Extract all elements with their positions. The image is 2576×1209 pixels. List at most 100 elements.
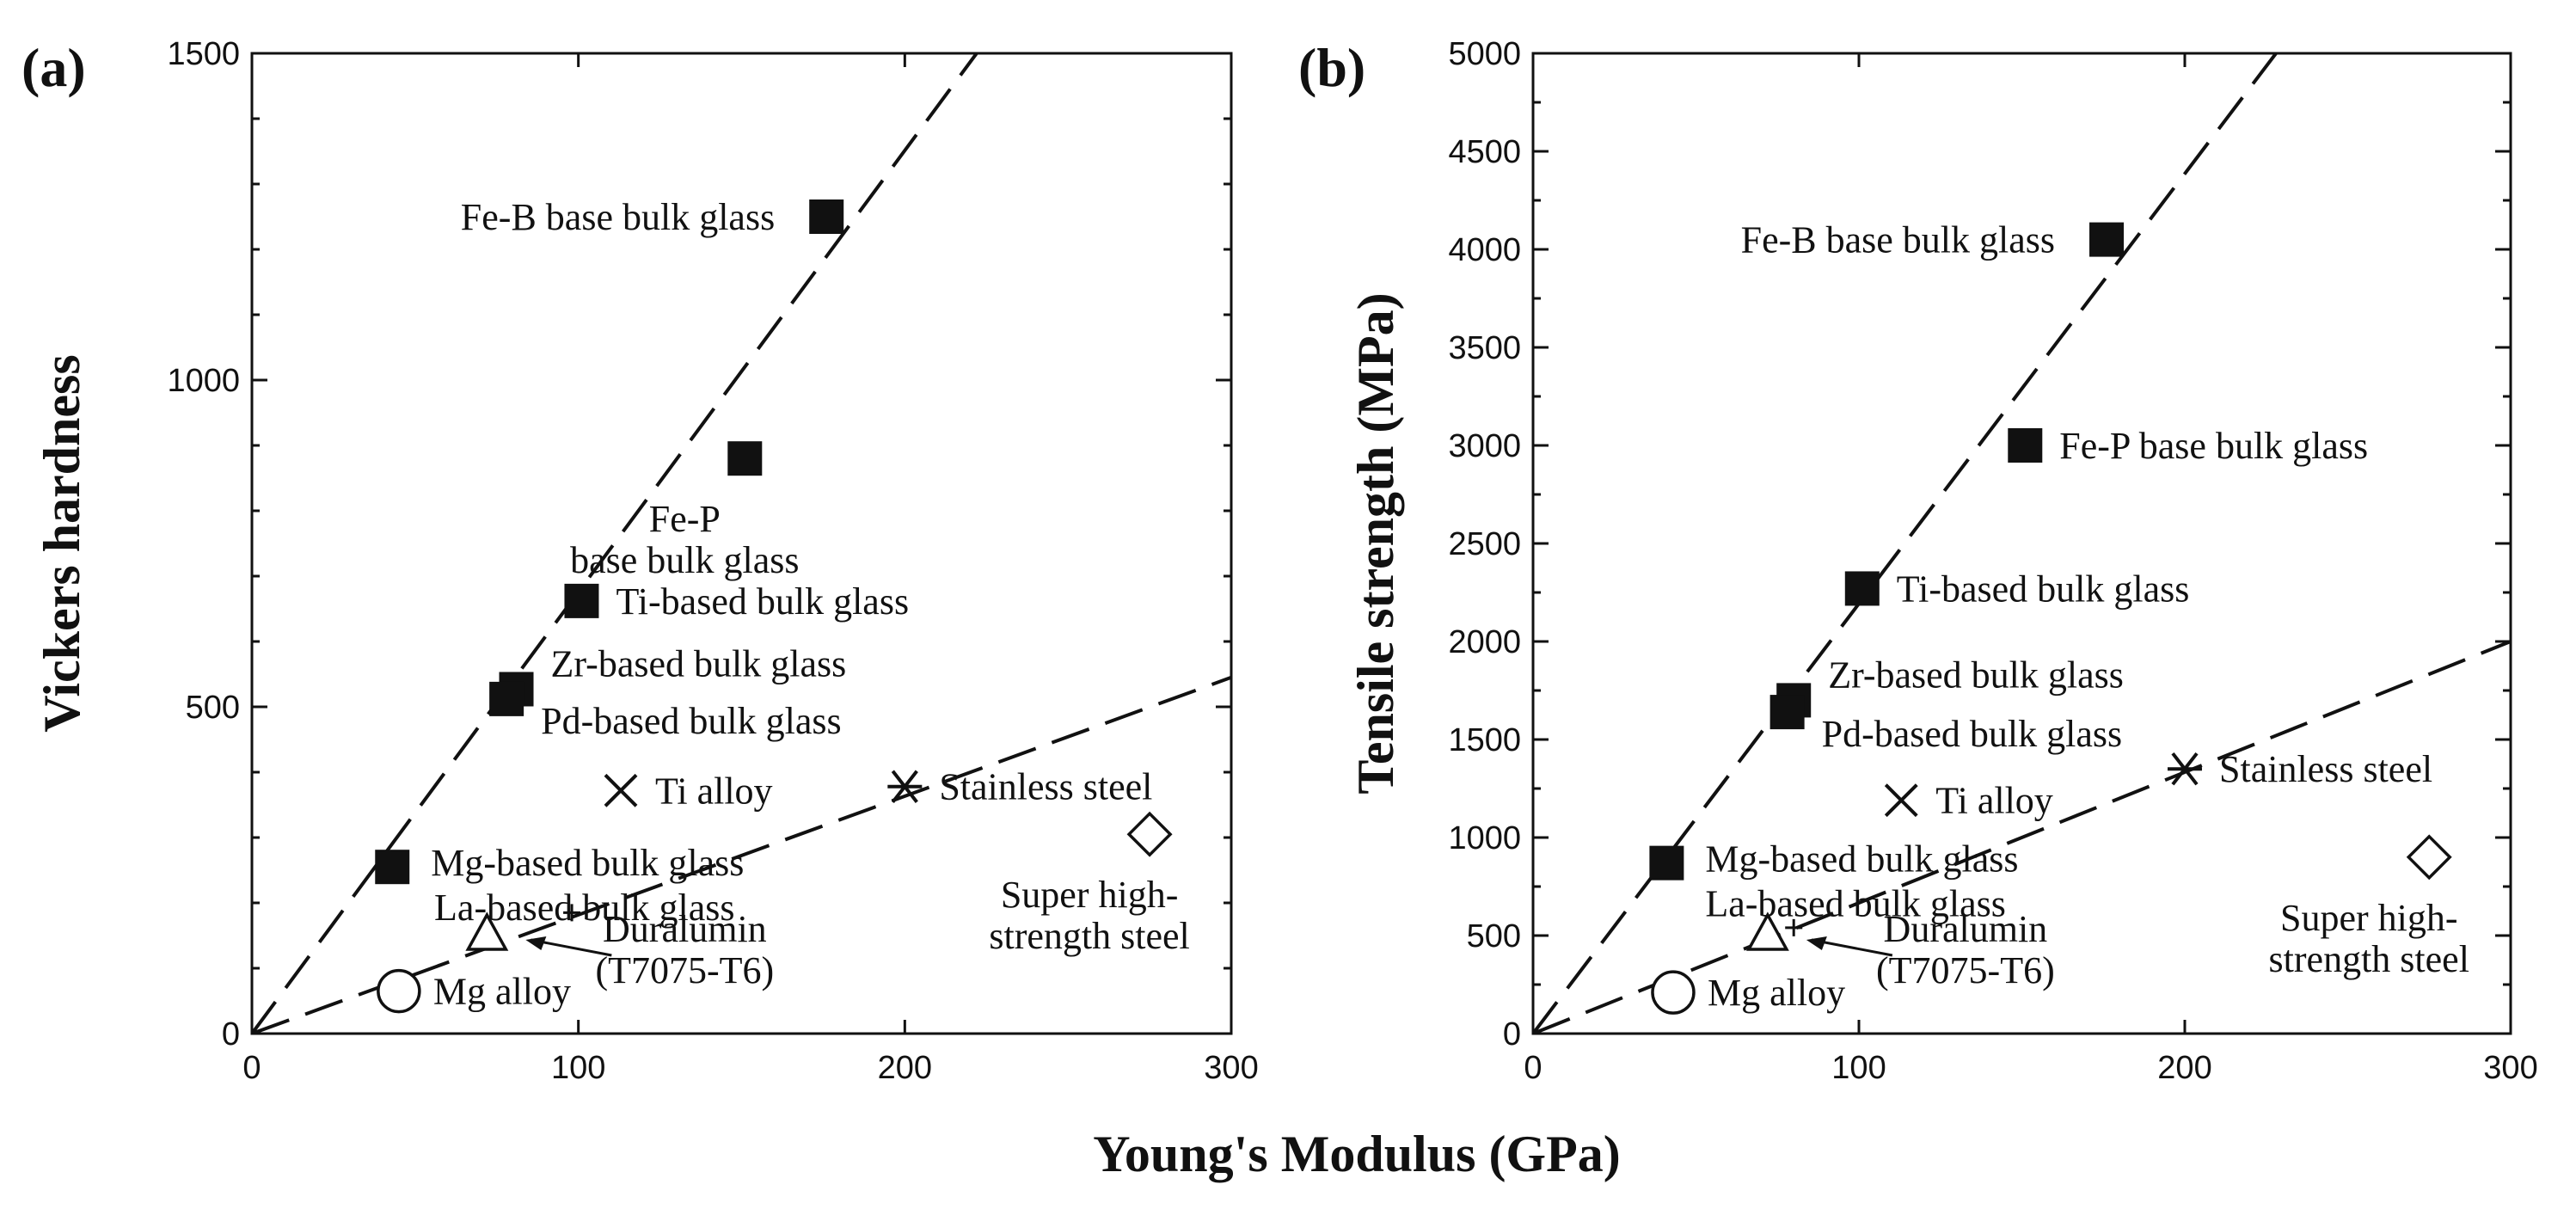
- x-tick-label: 300: [1204, 1050, 1258, 1086]
- data-point-zr-based-bulk-glass: Zr-based bulk glass: [499, 642, 847, 707]
- point-label: Zr-based bulk glass: [551, 642, 847, 684]
- point-label: Stainless steel: [2219, 748, 2432, 790]
- y-tick-label: 1500: [1448, 722, 1521, 758]
- y-tick-label: 1500: [167, 36, 240, 72]
- data-point-la-based-bulk-glass: La-based bulk glass: [1705, 883, 2006, 936]
- x-tick-label: 200: [878, 1050, 932, 1086]
- point-label-line2: strength steel: [2269, 938, 2469, 980]
- data-point-ti-alloy: Ti alloy: [604, 770, 773, 812]
- point-label: Super high-: [2280, 897, 2458, 939]
- trend-line-bulk-glass-trend: [252, 53, 978, 1034]
- point-label: Duralumin: [603, 908, 767, 950]
- marker-filled-square: [727, 441, 763, 476]
- data-point-super-high-strength-steel: Super high-strength steel: [989, 811, 1190, 957]
- x-tick-label: 200: [2157, 1050, 2211, 1086]
- marker-filled-square: [1844, 571, 1880, 606]
- marker-triangle: [465, 911, 509, 951]
- point-label: Ti-based bulk glass: [1897, 568, 2190, 610]
- data-point-ti-alloy: Ti alloy: [1884, 780, 2053, 822]
- chart-panel-b: (b)Tensile strength (MPa)0 100 200 30005001…: [1298, 36, 2538, 1086]
- point-label: Fe-B base bulk glass: [1741, 219, 2055, 261]
- data-point-stainless-steel: Stainless steel: [887, 766, 1152, 808]
- data-point-super-high-strength-steel: Super high-strength steel: [2269, 834, 2469, 980]
- point-label: Mg-based bulk glass: [431, 842, 744, 884]
- data-point-duralumin-t7075-t6: Duralumin(T7075-T6): [1745, 908, 2055, 991]
- data-point-duralumin-t7075-t6: Duralumin(T7075-T6): [465, 908, 775, 991]
- point-label-line2: (T7075-T6): [1876, 949, 2055, 991]
- x-tick-label: 0: [242, 1050, 261, 1086]
- y-tick-label: 2500: [1448, 526, 1521, 562]
- point-label: Super high-: [1001, 874, 1179, 916]
- panel-tag: (b): [1298, 37, 1365, 98]
- y-tick-label: 4000: [1448, 232, 1521, 268]
- plot-frame: [250, 52, 1233, 1035]
- data-point-fe-b-base-bulk-glass: Fe-B base bulk glass: [461, 196, 844, 238]
- point-label: Ti alloy: [1935, 780, 2053, 822]
- y-tick-label: 0: [222, 1016, 240, 1053]
- point-label: Pd-based bulk glass: [1822, 713, 2123, 755]
- marker-circle: [1651, 970, 1696, 1015]
- point-label: Fe-P base bulk glass: [2059, 425, 2368, 467]
- data-point-mg-alloy: Mg alloy: [377, 968, 571, 1014]
- data-point-pd-based-bulk-glass: Pd-based bulk glass: [489, 681, 842, 742]
- marker-filled-square: [564, 583, 599, 618]
- trend-line-crystalline-alloy-trend: [252, 675, 1231, 1034]
- marker-x: [604, 773, 638, 807]
- y-tick-label: 3000: [1448, 428, 1521, 464]
- point-label: Stainless steel: [939, 766, 1152, 808]
- marker-x: [1884, 783, 1918, 818]
- x-tick-label: 0: [1524, 1050, 1542, 1086]
- y-axis-title: Vickers hardness: [34, 354, 90, 732]
- data-point-mg-alloy: Mg alloy: [1651, 970, 1845, 1015]
- marker-circle: [377, 968, 421, 1014]
- y-tick-label: 0: [1503, 1016, 1521, 1053]
- data-point-pd-based-bulk-glass: Pd-based bulk glass: [1769, 695, 2123, 755]
- y-tick-label: 4500: [1448, 134, 1521, 170]
- point-label: Mg-based bulk glass: [1705, 838, 2018, 881]
- marker-filled-square: [1769, 695, 1805, 730]
- duralumin-arrow-head: [525, 936, 547, 950]
- duralumin-arrow-head: [1806, 936, 1827, 950]
- data-point-mg-based-bulk-glass: Mg-based bulk glass: [375, 842, 744, 885]
- data-point-fe-b-base-bulk-glass: Fe-B base bulk glass: [1741, 219, 2125, 261]
- chart-panel-a: (a) Vickers hardness 0 100 200 300 0 500 1000 150…: [21, 36, 1259, 1086]
- point-label-line2: base bulk glass: [570, 539, 799, 581]
- y-tick-label: 500: [186, 690, 240, 726]
- marker-filled-square: [2008, 428, 2043, 463]
- data-point-stainless-steel: Stainless steel: [2168, 748, 2432, 790]
- shared-x-axis-title: Young's Modulus (GPa): [1093, 1126, 1620, 1182]
- y-tick-label: 1000: [167, 363, 240, 399]
- data-point-fe-p-base-bulk-glass: Fe-P base bulk glass: [570, 441, 799, 581]
- y-tick-label: 500: [1467, 918, 1521, 954]
- y-tick-label: 1000: [1448, 820, 1521, 856]
- marker-filled-square: [1649, 845, 1684, 881]
- marker-diamond: [1126, 811, 1173, 857]
- point-label: Mg alloy: [1708, 972, 1845, 1014]
- data-point-zr-based-bulk-glass: Zr-based bulk glass: [1776, 654, 2124, 718]
- point-label: Fe-B base bulk glass: [461, 196, 775, 238]
- point-label: Fe-P: [649, 498, 721, 540]
- marker-asterisk: [887, 770, 923, 803]
- point-label: La-based bulk glass: [1705, 883, 2005, 925]
- marker-filled-square: [375, 850, 410, 885]
- marker-triangle: [1745, 911, 1789, 951]
- y-tick-label: 5000: [1448, 36, 1521, 72]
- point-label: Duralumin: [1884, 908, 2048, 950]
- point-label: Ti alloy: [655, 770, 773, 812]
- y-tick-label: 2000: [1448, 624, 1521, 660]
- plot-frame: [1531, 52, 2512, 1035]
- point-label: Ti-based bulk glass: [616, 580, 909, 623]
- panel-tag: (a): [21, 37, 86, 98]
- duralumin-arrow-line: [1811, 938, 1893, 957]
- y-axis-title: Tensile strength (MPa): [1347, 292, 1404, 794]
- point-label-line2: (T7075-T6): [596, 949, 775, 991]
- trend-line-crystalline-alloy-trend: [1533, 640, 2511, 1034]
- point-label: Mg alloy: [433, 971, 571, 1013]
- duralumin-arrow-line: [531, 938, 612, 957]
- x-tick-label: 300: [2483, 1050, 2537, 1086]
- x-tick-label: 100: [551, 1050, 605, 1086]
- marker-filled-square: [2089, 222, 2125, 257]
- data-point-fe-p-base-bulk-glass: Fe-P base bulk glass: [2008, 425, 2368, 467]
- x-tick-label: 100: [1831, 1050, 1886, 1086]
